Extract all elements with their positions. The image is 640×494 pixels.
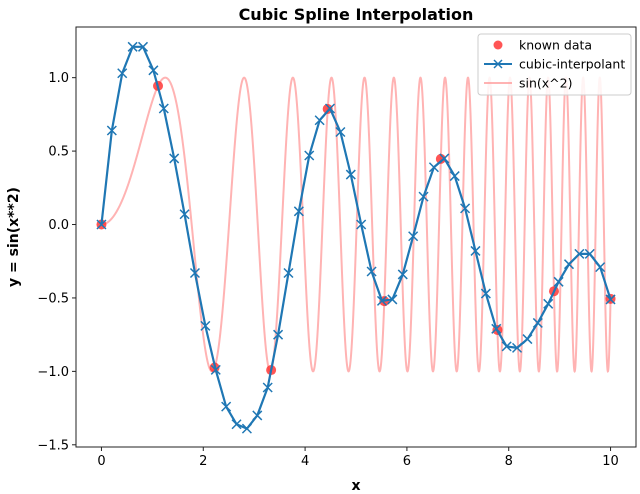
interpolant-marker — [210, 364, 221, 375]
y-tick-label: 1.0 — [48, 71, 69, 86]
interpolant-marker — [439, 153, 450, 164]
interpolant-marker — [605, 294, 616, 305]
y-tick-label: −1.5 — [37, 438, 69, 453]
y-tick-label: 0.5 — [48, 145, 69, 160]
legend-label-cubic-interpolant: cubic-interpolant — [519, 57, 625, 72]
interpolant-marker — [96, 219, 107, 230]
interpolant-marker — [470, 245, 481, 256]
series-line-sin — [101, 76, 612, 374]
interpolant-marker — [397, 269, 408, 280]
interpolant-marker — [345, 169, 356, 180]
chart-title: Cubic Spline Interpolation — [239, 5, 474, 24]
interpolant-marker — [376, 295, 388, 306]
legend-marker-cubic-interpolant — [493, 59, 503, 69]
interpolant-marker — [522, 334, 533, 345]
x-tick-label: 10 — [602, 454, 619, 469]
interpolant-marker — [200, 320, 211, 331]
interpolant-marker — [501, 341, 512, 352]
interpolant-marker — [449, 171, 460, 182]
legend-label-known-data: known data — [519, 38, 592, 53]
y-tick-label: −1.0 — [37, 365, 69, 380]
interpolant-marker — [387, 294, 398, 305]
plot-frame — [75, 26, 637, 448]
interpolant-marker — [532, 317, 543, 328]
interpolant-marker — [512, 342, 523, 353]
interpolant-marker — [491, 323, 502, 334]
y-axis: −1.5 −1.0 −0.5 0.0 0.5 1.0 — [37, 71, 76, 453]
interpolant-marker — [366, 266, 377, 277]
interpolant-marker — [553, 276, 564, 287]
interpolant-marker — [262, 382, 273, 393]
x-tick-label: 6 — [403, 454, 411, 469]
known-data-point — [435, 153, 446, 164]
y-tick-label: 0.0 — [48, 218, 69, 233]
x-tick-label: 8 — [505, 454, 513, 469]
interpolant-marker — [324, 103, 336, 114]
interpolant-marker — [231, 419, 242, 430]
interpolant-marker — [158, 103, 169, 114]
interpolant-marker — [106, 125, 117, 136]
y-tick-label: −0.5 — [37, 291, 69, 306]
interpolant-marker — [595, 262, 606, 273]
legend-box — [477, 33, 632, 96]
interpolant-marker — [283, 267, 294, 279]
interpolant-marker — [179, 209, 190, 220]
interpolant-marker — [148, 65, 159, 76]
interpolant-marker — [563, 259, 575, 270]
interpolant-marker — [252, 410, 263, 421]
interpolant-marker — [241, 423, 252, 434]
interpolant-marker — [189, 267, 200, 279]
interpolant-marker — [221, 401, 232, 412]
interpolant-marker — [137, 41, 149, 52]
interpolant-marker — [293, 206, 304, 217]
legend: known data cubic-interpolant sin(x^2) — [477, 33, 632, 96]
interpolant-marker — [480, 288, 491, 299]
interpolant-marker — [273, 329, 284, 340]
interpolant-marker — [428, 162, 439, 173]
interpolant-marker — [574, 248, 585, 259]
x-axis: 0 2 4 6 8 10 — [97, 447, 619, 469]
interpolant-marker — [460, 203, 471, 214]
interpolant-marker — [335, 126, 346, 138]
plot-area — [96, 41, 616, 434]
interpolant-marker — [356, 219, 367, 230]
interpolant-marker — [169, 153, 180, 164]
interpolant-marker — [418, 191, 429, 202]
legend-label-sin: sin(x^2) — [519, 76, 573, 91]
interpolant-marker — [117, 68, 128, 79]
y-axis-label: y = sin(x**2) — [6, 187, 22, 287]
interpolant-marker — [543, 298, 554, 309]
interpolant-marker — [127, 41, 138, 52]
interpolant-marker — [408, 231, 419, 242]
x-tick-label: 4 — [301, 454, 309, 469]
x-tick-label: 0 — [97, 454, 105, 469]
legend-marker-known-data — [493, 40, 503, 50]
x-axis-label: x — [351, 478, 360, 494]
interpolant-marker — [304, 150, 315, 161]
interpolant-marker — [584, 248, 595, 259]
x-tick-label: 2 — [199, 454, 207, 469]
interpolant-marker — [314, 115, 325, 126]
